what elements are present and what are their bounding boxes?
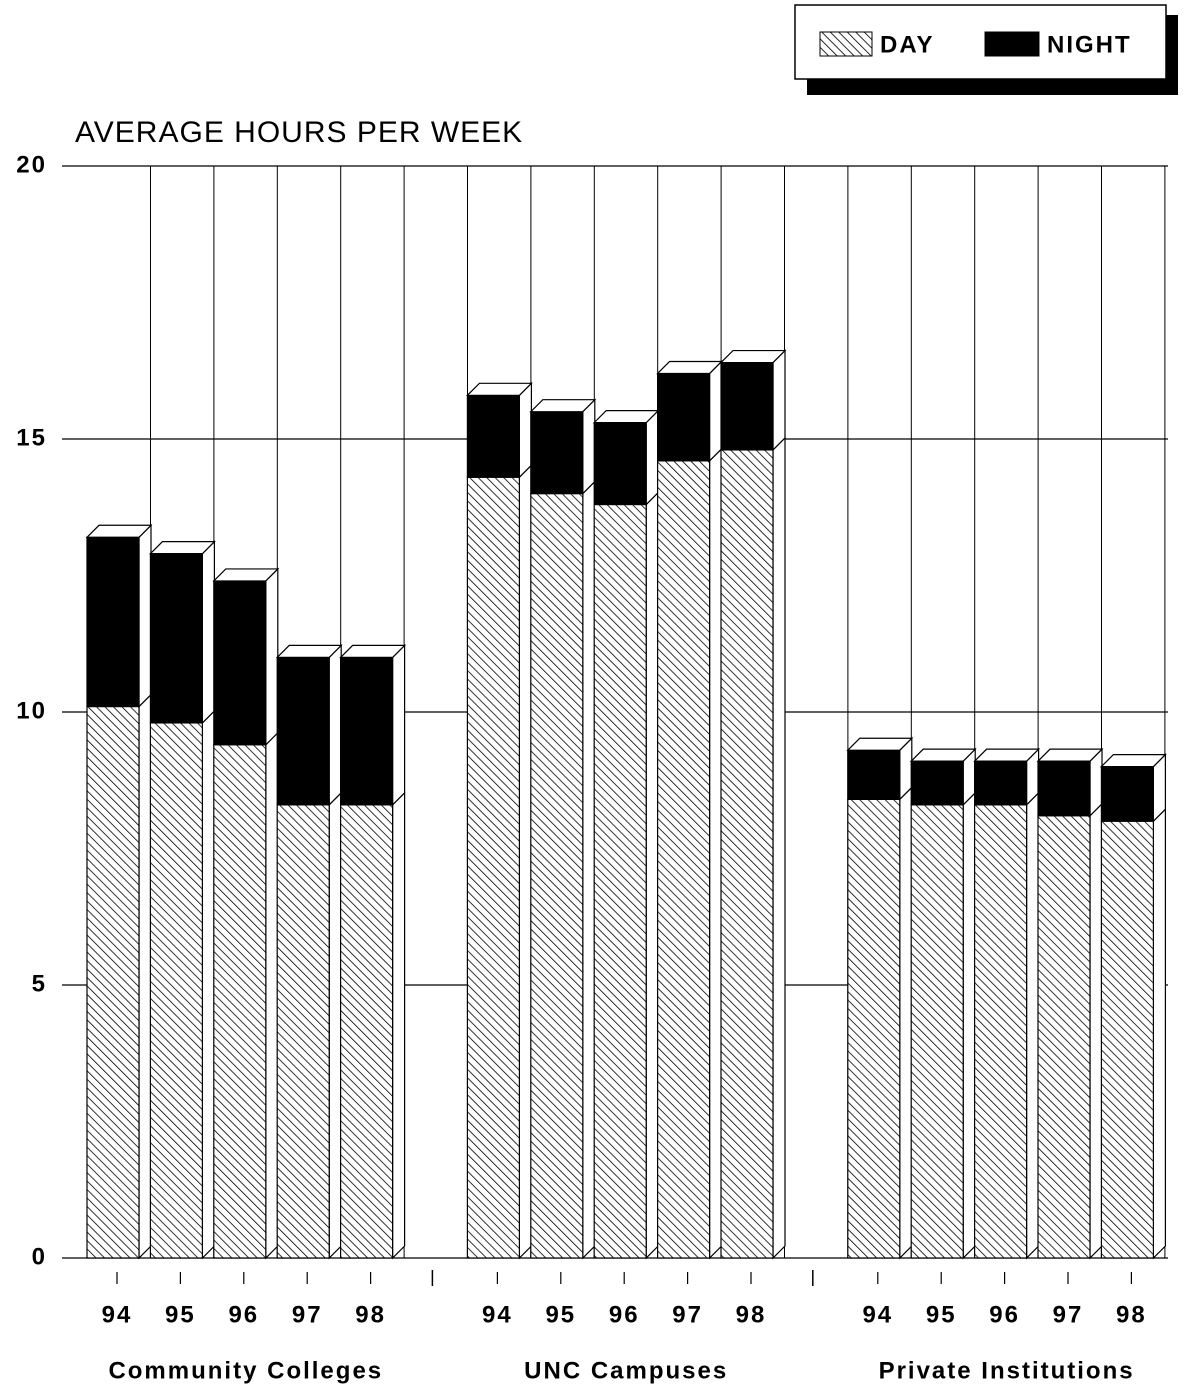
x-tick-label: 95 bbox=[545, 1301, 576, 1328]
bar-top bbox=[973, 748, 1041, 762]
x-tick-label: 96 bbox=[228, 1301, 259, 1328]
bar-side bbox=[138, 693, 152, 1260]
bar-segment bbox=[340, 656, 394, 806]
bar-side bbox=[265, 731, 279, 1260]
bar-top bbox=[148, 541, 216, 555]
bar-side bbox=[1089, 802, 1103, 1260]
bar-side bbox=[518, 463, 533, 1260]
bar-top bbox=[465, 382, 533, 396]
legend-label: NIGHT bbox=[1047, 31, 1132, 58]
bar-side bbox=[328, 791, 342, 1260]
bar-side bbox=[708, 360, 723, 463]
x-tick-label: 97 bbox=[672, 1301, 703, 1328]
x-tick-label: 97 bbox=[292, 1301, 323, 1328]
bar-side bbox=[518, 381, 533, 479]
bar-segment bbox=[340, 804, 394, 1259]
bar-side bbox=[392, 643, 406, 807]
bar-side bbox=[582, 480, 596, 1260]
bar-top bbox=[846, 737, 914, 751]
bar-segment bbox=[910, 760, 964, 806]
bar-top bbox=[85, 524, 153, 538]
x-tick-label: 98 bbox=[1116, 1301, 1147, 1328]
bar-top bbox=[909, 748, 977, 762]
bar-segment bbox=[86, 536, 140, 708]
bar-side bbox=[708, 447, 723, 1260]
bar-segment bbox=[1100, 765, 1155, 822]
legend-label: DAY bbox=[880, 31, 934, 58]
y-tick-label: 20 bbox=[16, 151, 47, 178]
bar-side bbox=[772, 436, 786, 1260]
bar-segment bbox=[149, 722, 203, 1259]
bar-side bbox=[1152, 807, 1167, 1260]
bar-segment bbox=[466, 476, 520, 1259]
bar-top bbox=[212, 568, 280, 582]
bar-side bbox=[899, 785, 913, 1260]
bar-segment bbox=[593, 503, 647, 1259]
y-tick-label: 5 bbox=[32, 970, 47, 997]
bar-top bbox=[275, 644, 343, 659]
bar-side bbox=[265, 567, 279, 747]
bar-side bbox=[1025, 791, 1040, 1260]
bar-segment bbox=[530, 493, 584, 1259]
bar-segment bbox=[276, 656, 330, 806]
bar-segment bbox=[213, 580, 267, 746]
bar-side bbox=[328, 643, 342, 807]
legend-swatch bbox=[819, 31, 873, 57]
chart-title: AVERAGE HOURS PER WEEK bbox=[75, 116, 523, 149]
y-tick-label: 10 bbox=[16, 697, 47, 724]
bar-segment bbox=[847, 749, 901, 800]
bar-segment bbox=[213, 744, 267, 1259]
legend-swatch bbox=[984, 31, 1040, 57]
bar-side bbox=[645, 491, 659, 1260]
bar-top bbox=[719, 349, 787, 364]
group-label: Private Institutions bbox=[879, 1357, 1135, 1384]
bar-segment bbox=[593, 422, 647, 506]
group-label: UNC Campuses bbox=[524, 1357, 728, 1384]
y-tick-label: 0 bbox=[32, 1243, 47, 1270]
bar-segment bbox=[656, 460, 711, 1259]
bar-segment bbox=[973, 760, 1028, 806]
bar-top bbox=[339, 644, 407, 659]
bar-segment bbox=[720, 361, 774, 451]
bar-segment bbox=[910, 804, 964, 1259]
x-tick-label: 94 bbox=[862, 1301, 893, 1328]
bar-side bbox=[138, 523, 152, 708]
bar-segment bbox=[466, 394, 520, 478]
bar-segment bbox=[720, 449, 774, 1259]
x-tick-label: 94 bbox=[102, 1301, 133, 1328]
bar-side bbox=[582, 398, 596, 496]
bar-segment bbox=[1037, 760, 1091, 817]
x-tick-label: 97 bbox=[1053, 1301, 1084, 1328]
bar-top bbox=[529, 399, 597, 413]
x-tick-label: 96 bbox=[989, 1301, 1020, 1328]
bar-segment bbox=[530, 411, 584, 495]
x-tick-label: 95 bbox=[165, 1301, 196, 1328]
bar-side bbox=[962, 791, 976, 1260]
bar-side bbox=[201, 540, 215, 725]
bar-segment bbox=[86, 705, 140, 1259]
group-label: Community Colleges bbox=[108, 1357, 383, 1384]
bar-segment bbox=[276, 804, 330, 1259]
bar-segment bbox=[149, 553, 203, 724]
bar-segment bbox=[847, 798, 901, 1259]
bar-side bbox=[772, 349, 786, 452]
x-tick-label: 98 bbox=[736, 1301, 767, 1328]
y-tick-label: 15 bbox=[16, 424, 47, 451]
x-tick-label: 94 bbox=[482, 1301, 513, 1328]
x-tick-label: 96 bbox=[609, 1301, 640, 1328]
bar-side bbox=[392, 791, 406, 1260]
bar-segment bbox=[1037, 815, 1091, 1259]
bar-top bbox=[656, 360, 724, 375]
bar-top bbox=[1036, 748, 1104, 762]
bar-segment bbox=[1100, 820, 1155, 1259]
bar-side bbox=[645, 409, 659, 506]
bar-segment bbox=[973, 804, 1028, 1259]
bar-top bbox=[592, 410, 660, 424]
bar-segment bbox=[656, 372, 711, 462]
bar-side bbox=[201, 709, 215, 1260]
x-tick-label: 98 bbox=[355, 1301, 386, 1328]
x-tick-label: 95 bbox=[926, 1301, 957, 1328]
bar-top bbox=[1099, 753, 1167, 768]
